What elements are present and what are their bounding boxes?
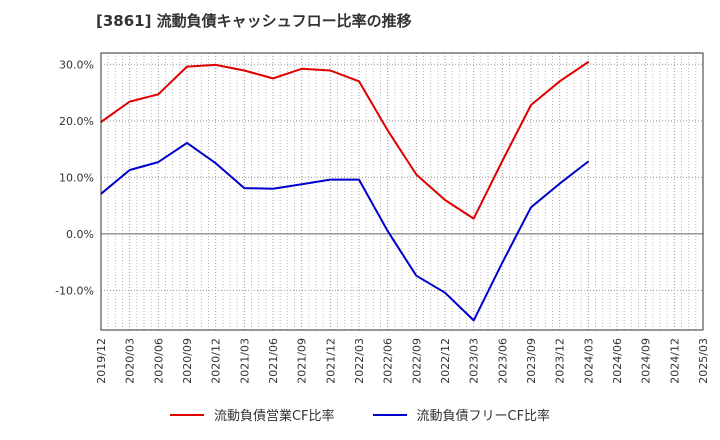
data-point-0 [329,69,332,72]
y-tick-label: 10.0% [59,171,94,184]
data-point-0 [386,129,389,132]
y-tick-label: 30.0% [59,58,94,71]
x-tick-label: 2020/03 [124,338,137,384]
x-tick-label: 2020/12 [210,338,223,384]
data-point-1 [501,261,504,264]
data-point-1 [329,178,332,181]
x-tick-label: 2022/09 [410,338,423,384]
data-point-0 [530,104,532,106]
legend-item-free-cf: 流動負債フリーCF比率 [372,405,551,424]
data-point-0 [300,68,303,70]
x-tick-label: 2023/09 [525,338,538,384]
data-point-1 [243,187,246,189]
y-tick-label: -10.0% [55,284,94,297]
data-point-0 [272,77,274,80]
data-point-1 [558,182,561,185]
x-tick-label: 2023/12 [554,338,567,384]
data-point-0 [558,80,561,83]
legend-label-operating-cf: 流動負債営業CF比率 [213,409,335,424]
series-line-1 [100,141,589,322]
x-tick-label: 2021/03 [238,338,251,384]
data-point-1 [214,162,217,165]
data-point-1 [128,169,131,171]
data-point-0 [444,199,446,201]
x-tick-label: 2023/03 [468,338,481,384]
x-tick-label: 2023/06 [496,338,509,384]
data-point-0 [415,173,418,176]
legend-item-operating-cf: 流動負債営業CF比率 [169,405,335,424]
x-tick-label: 2021/06 [267,338,280,384]
x-tick-label: 2024/09 [640,338,653,384]
x-axis-ticks: 2019/12 2020/03 2020/06 2020/09 2020/12 2021/… [95,338,710,384]
x-tick-label: 2021/09 [296,338,309,384]
data-point-1 [300,183,303,185]
data-point-0 [157,93,160,96]
x-tick-label: 2020/06 [152,338,165,384]
data-point-0 [214,64,217,66]
data-point-1 [358,178,360,181]
data-point-0 [128,100,131,103]
data-point-0 [186,65,188,68]
plot-border [100,52,704,331]
data-point-1 [444,291,446,294]
x-tick-label: 2019/12 [95,338,108,384]
series-lines [100,61,590,322]
data-point-0 [501,160,504,162]
data-point-1 [272,187,274,190]
legend-swatch-red [169,413,204,416]
series-line-0 [100,61,589,220]
x-tick-label: 2024/12 [668,338,681,384]
x-tick-label: 2022/06 [382,338,395,384]
data-point-1 [415,274,418,277]
data-point-0 [587,61,590,63]
legend-swatch-blue [372,413,407,416]
data-point-1 [386,230,389,232]
data-point-0 [358,80,360,83]
x-tick-label: 2025/03 [697,338,710,384]
data-point-0 [243,69,246,72]
x-tick-label: 2021/12 [324,338,337,384]
data-point-1 [157,161,160,163]
legend: 流動負債営業CF比率 流動負債フリーCF比率 [0,405,720,424]
y-axis-ticks: 30.0% 20.0% 10.0% 0.0% -10.0% [55,58,94,297]
x-tick-label: 2022/03 [353,338,366,384]
data-point-1 [186,142,188,144]
data-point-0 [472,217,475,220]
data-point-1 [472,319,475,322]
x-tick-label: 2022/12 [439,338,452,384]
legend-label-free-cf: 流動負債フリーCF比率 [416,409,551,424]
y-tick-label: 20.0% [59,115,94,128]
data-point-1 [587,160,590,163]
x-tick-label: 2020/09 [181,338,194,384]
x-tick-label: 2024/03 [582,338,595,384]
y-tick-label: 0.0% [66,228,94,241]
data-point-1 [530,206,532,209]
chart-title: [3861] 流動負債キャッシュフロー比率の推移 [96,12,412,30]
x-tick-label: 2024/06 [611,338,624,384]
